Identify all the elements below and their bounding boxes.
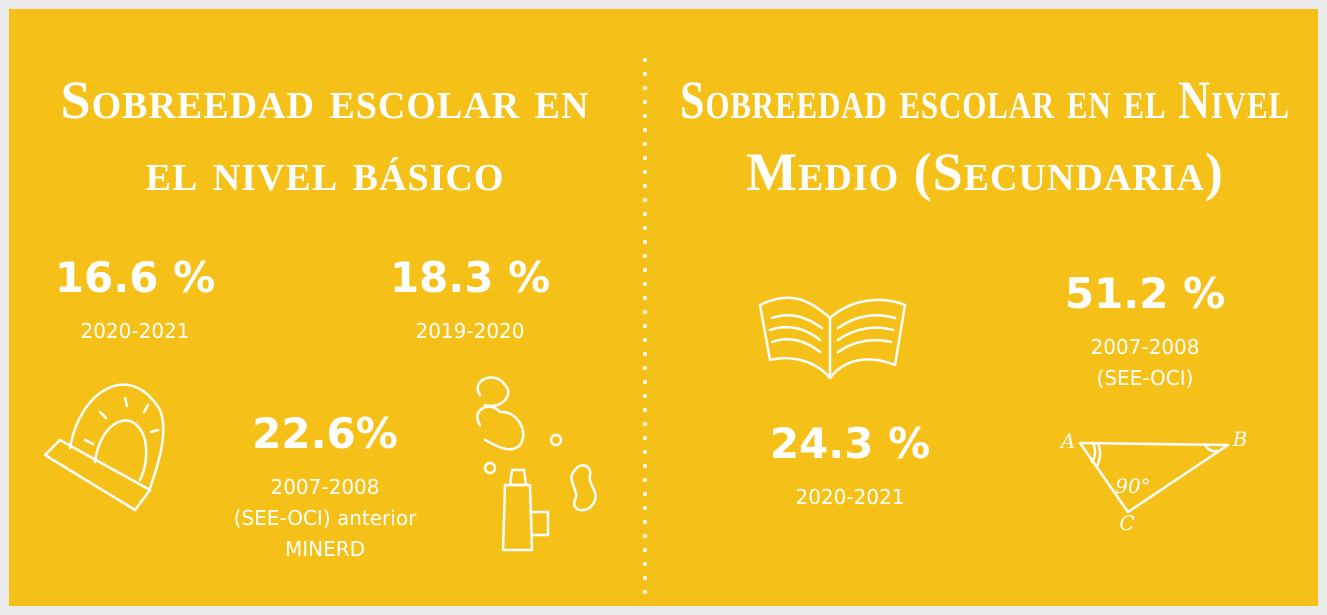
stat-caption: 2019-2020 <box>415 319 524 343</box>
triangle-label: 90° <box>1115 474 1150 498</box>
stat-caption: (SEE-OCI) <box>1097 366 1194 390</box>
page: {"left": { "title": ["Sobreedad escolar … <box>0 0 1327 615</box>
stat-caption: MINERD <box>285 537 365 561</box>
stat-caption: (SEE-OCI) anterior <box>234 506 417 530</box>
triangle-label: A <box>1059 429 1075 453</box>
stat-value: 18.3 % <box>390 253 550 302</box>
stat-value: 16.6 % <box>55 253 215 302</box>
stat-caption: 2007-2008 <box>1090 335 1199 359</box>
triangle-label: C <box>1119 511 1134 535</box>
stat-caption: 2020-2021 <box>80 319 189 343</box>
stat-value: 51.2 % <box>1065 269 1225 318</box>
body: Sobreedad escolar en el nivel básico Sobre… <box>0 0 1327 615</box>
triangle-label: B <box>1232 427 1248 451</box>
stat-value: 24.3 % <box>770 419 930 468</box>
stat-value: 22.6% <box>252 409 398 458</box>
section-title: el nivel básico <box>146 142 505 202</box>
section-title: Sobreedad escolar en <box>61 70 590 130</box>
infographic: Sobreedad escolar en el nivel básico Sobre… <box>0 0 1327 615</box>
stat-caption: 2020-2021 <box>795 485 904 509</box>
section-title: Sobreedad escolar en el Nivel <box>680 70 1290 130</box>
stat-caption: 2007-2008 <box>270 475 379 499</box>
section-title: Medio (Secundaria) <box>746 142 1224 202</box>
